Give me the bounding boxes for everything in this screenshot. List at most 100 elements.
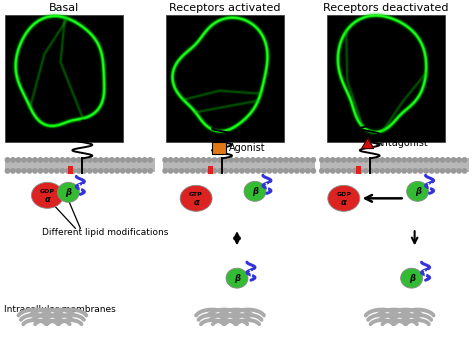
Circle shape (284, 158, 288, 162)
Text: γ: γ (78, 182, 83, 191)
Text: GDP: GDP (336, 192, 351, 197)
Circle shape (380, 169, 384, 173)
Bar (320, 158, 468, 165)
Circle shape (229, 169, 233, 173)
Bar (68, 166, 73, 174)
Circle shape (88, 158, 92, 162)
Bar (6, 158, 155, 165)
Circle shape (369, 158, 374, 162)
Circle shape (330, 158, 335, 162)
FancyBboxPatch shape (212, 142, 226, 154)
Circle shape (245, 169, 250, 173)
Text: GTP: GTP (189, 192, 203, 197)
Circle shape (240, 158, 244, 162)
Circle shape (55, 169, 59, 173)
Circle shape (347, 158, 351, 162)
Circle shape (44, 169, 48, 173)
Circle shape (273, 158, 277, 162)
Circle shape (278, 158, 283, 162)
Circle shape (168, 169, 173, 173)
Text: γ: γ (248, 268, 254, 277)
Circle shape (11, 158, 15, 162)
Circle shape (218, 169, 222, 173)
Circle shape (413, 158, 417, 162)
Text: α: α (45, 195, 50, 204)
Text: β: β (409, 274, 415, 283)
Text: β: β (65, 188, 72, 197)
Circle shape (185, 169, 189, 173)
Circle shape (374, 158, 379, 162)
Circle shape (77, 169, 81, 173)
Bar (166, 15, 284, 142)
Circle shape (49, 169, 54, 173)
Circle shape (446, 169, 450, 173)
Circle shape (174, 158, 178, 162)
Circle shape (33, 169, 37, 173)
Ellipse shape (180, 185, 212, 211)
Circle shape (306, 169, 310, 173)
Circle shape (325, 158, 329, 162)
Ellipse shape (407, 181, 428, 201)
Circle shape (218, 158, 222, 162)
Text: Agonist: Agonist (228, 143, 265, 153)
Circle shape (60, 169, 64, 173)
Circle shape (131, 169, 136, 173)
Circle shape (234, 158, 239, 162)
Circle shape (99, 169, 103, 173)
Text: GDP: GDP (40, 189, 55, 194)
Circle shape (126, 169, 130, 173)
Circle shape (256, 169, 261, 173)
Circle shape (99, 158, 103, 162)
Circle shape (289, 158, 293, 162)
Text: Receptors activated: Receptors activated (169, 3, 281, 13)
Circle shape (424, 158, 428, 162)
Circle shape (201, 158, 206, 162)
Text: α: α (193, 198, 199, 207)
Circle shape (109, 158, 114, 162)
Circle shape (300, 158, 305, 162)
Circle shape (33, 158, 37, 162)
Circle shape (38, 158, 43, 162)
Circle shape (5, 158, 9, 162)
Bar (327, 15, 445, 142)
Circle shape (66, 169, 70, 173)
Text: Antagonist: Antagonist (376, 138, 428, 148)
Circle shape (330, 169, 335, 173)
Circle shape (402, 169, 406, 173)
Circle shape (336, 169, 340, 173)
Circle shape (267, 169, 272, 173)
Circle shape (385, 158, 390, 162)
Circle shape (319, 158, 324, 162)
Circle shape (201, 169, 206, 173)
Circle shape (462, 158, 467, 162)
Circle shape (71, 158, 75, 162)
Text: Different lipid modifications: Different lipid modifications (42, 228, 168, 237)
Bar (208, 166, 213, 174)
Circle shape (429, 169, 434, 173)
Bar (320, 165, 468, 173)
Circle shape (369, 169, 374, 173)
Text: γ: γ (423, 268, 428, 277)
Circle shape (342, 158, 346, 162)
Ellipse shape (401, 268, 423, 288)
Circle shape (396, 169, 401, 173)
Circle shape (82, 169, 87, 173)
Ellipse shape (226, 268, 248, 288)
Circle shape (109, 169, 114, 173)
Circle shape (71, 169, 75, 173)
Circle shape (180, 169, 184, 173)
Circle shape (347, 169, 351, 173)
Circle shape (168, 158, 173, 162)
Circle shape (163, 158, 167, 162)
Circle shape (342, 169, 346, 173)
Circle shape (27, 158, 32, 162)
Circle shape (245, 158, 250, 162)
Circle shape (262, 169, 266, 173)
Circle shape (5, 169, 9, 173)
Circle shape (385, 169, 390, 173)
Circle shape (457, 158, 461, 162)
Circle shape (22, 169, 26, 173)
Text: β: β (234, 274, 240, 283)
Bar (356, 166, 361, 174)
Circle shape (462, 169, 467, 173)
